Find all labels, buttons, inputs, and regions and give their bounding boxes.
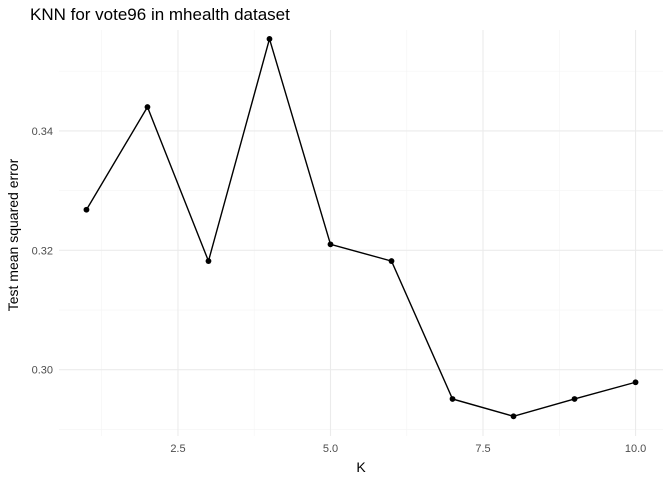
data-point-k-8 [510, 413, 517, 420]
y-tick-label: 0.30 [32, 365, 53, 377]
x-tick-label: 2.5 [170, 443, 185, 455]
x-tick-label: 7.5 [475, 443, 490, 455]
x-axis-title: K [356, 459, 366, 475]
data-point-k-9 [571, 396, 578, 402]
data-point-k-2 [144, 104, 151, 110]
data-point-k-1 [83, 206, 90, 213]
series-line [85, 36, 636, 418]
data-point-k-3 [205, 258, 212, 264]
data-point-k-10 [632, 379, 639, 386]
y-tick-label: 0.34 [32, 126, 53, 138]
chart-title: KNN for vote96 in mhealth dataset [30, 5, 290, 24]
series-vote96-knn [83, 36, 639, 420]
plot-panel [59, 30, 663, 436]
data-point-k-5 [327, 241, 334, 248]
x-tick-label: 5.0 [323, 443, 338, 455]
data-point-k-6 [388, 258, 395, 264]
y-axis-ticks: 0.30 0.32 0.34 [32, 126, 53, 377]
x-axis-ticks: 2.5 5.0 7.5 10.0 [170, 443, 646, 455]
y-tick-label: 0.32 [32, 245, 53, 257]
data-point-k-4 [266, 36, 273, 42]
grid-lines [59, 30, 663, 436]
data-point-k-7 [449, 396, 456, 402]
y-axis-title: Test mean squared error [5, 158, 21, 311]
x-tick-label: 10.0 [625, 443, 646, 455]
